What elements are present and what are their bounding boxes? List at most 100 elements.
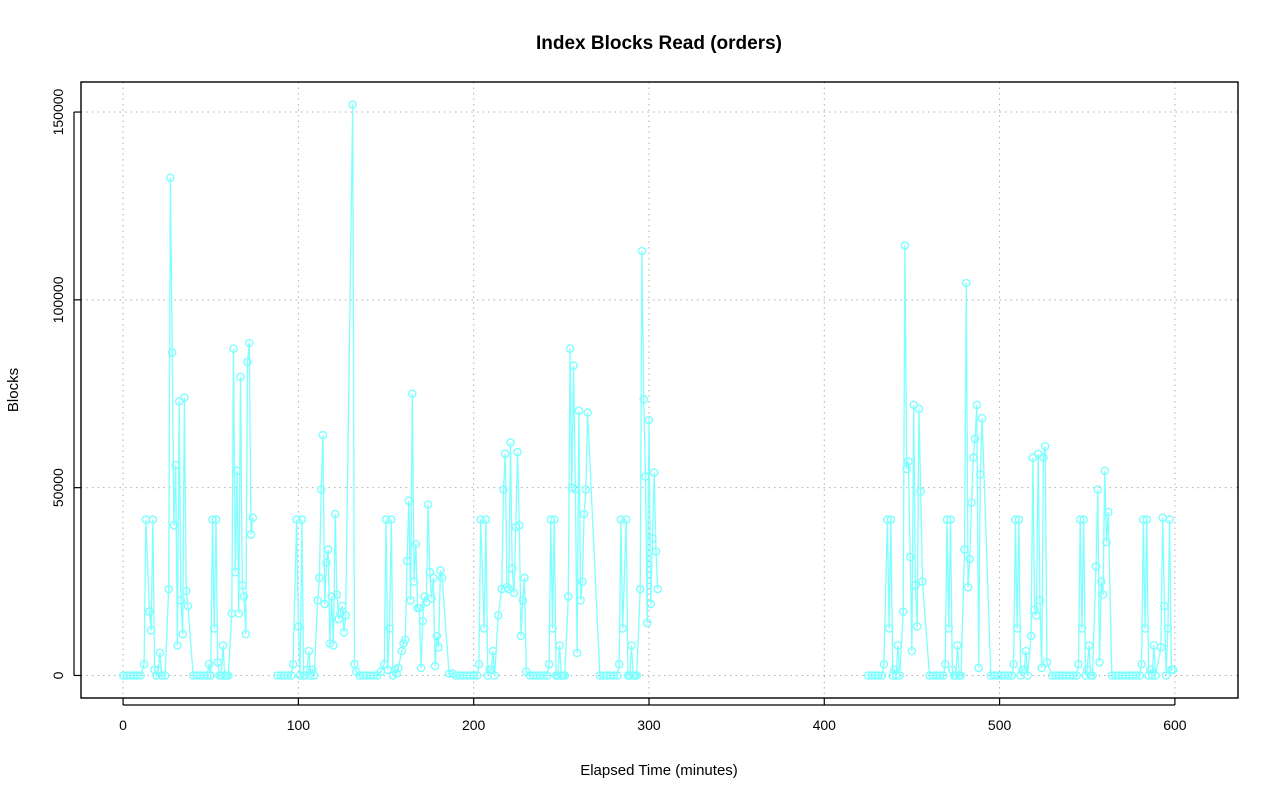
data-point xyxy=(318,430,328,440)
data-point xyxy=(1032,611,1041,620)
data-point xyxy=(167,348,177,357)
data-point xyxy=(905,552,915,562)
data-point xyxy=(474,659,484,669)
series-line xyxy=(123,177,254,678)
data-point xyxy=(1160,601,1169,611)
data-point xyxy=(1102,537,1111,547)
data-point xyxy=(1135,671,1145,680)
data-point xyxy=(506,438,515,447)
data-point xyxy=(967,498,976,508)
y-tick-label: 150000 xyxy=(50,88,66,135)
data-point xyxy=(322,558,331,568)
data-point xyxy=(402,556,412,566)
data-point xyxy=(515,520,524,530)
data-point xyxy=(469,671,479,680)
data-point xyxy=(490,671,500,680)
data-point xyxy=(1095,658,1104,667)
y-axis-label: Blocks xyxy=(5,368,22,412)
grid xyxy=(81,82,1238,698)
data-point xyxy=(1140,624,1150,633)
data-point xyxy=(330,509,340,519)
data-point xyxy=(169,520,179,530)
data-point xyxy=(977,413,987,423)
data-point xyxy=(1077,624,1087,633)
data-point xyxy=(962,278,971,288)
data-point xyxy=(904,457,913,466)
data-point xyxy=(301,671,310,680)
data-point xyxy=(1151,671,1160,680)
data-point xyxy=(392,669,401,678)
series-layer xyxy=(118,100,1178,680)
data-point xyxy=(146,626,156,635)
data-point xyxy=(423,500,433,509)
data-point xyxy=(1088,671,1097,680)
data-point xyxy=(294,622,303,631)
data-point xyxy=(173,641,182,650)
data-point xyxy=(900,241,910,250)
data-point xyxy=(886,515,896,524)
data-point xyxy=(223,671,233,680)
data-point xyxy=(204,659,214,669)
series-line xyxy=(868,245,1174,677)
data-point xyxy=(951,671,961,680)
y-tick-label: 50000 xyxy=(50,468,66,507)
data-point xyxy=(976,470,985,479)
data-point xyxy=(518,596,528,605)
data-point xyxy=(907,646,917,656)
data-point xyxy=(965,554,975,564)
data-point xyxy=(632,671,642,680)
data-point xyxy=(648,534,657,543)
data-point xyxy=(1040,441,1050,451)
data-point xyxy=(434,643,443,652)
data-point xyxy=(507,564,517,573)
data-point xyxy=(621,515,631,524)
data-point xyxy=(230,567,240,577)
data-point xyxy=(581,485,591,494)
data-point xyxy=(579,509,589,519)
data-point xyxy=(578,577,587,586)
data-point xyxy=(516,631,526,641)
data-point xyxy=(1021,646,1031,656)
data-point xyxy=(649,468,659,477)
data-point xyxy=(229,344,238,354)
data-point xyxy=(499,485,508,494)
data-point xyxy=(972,400,982,410)
data-point xyxy=(1004,671,1013,680)
data-point xyxy=(571,485,580,494)
data-point xyxy=(139,659,149,669)
data-point xyxy=(576,596,585,605)
series-line xyxy=(277,104,659,677)
data-point xyxy=(493,611,503,620)
data-point xyxy=(166,173,175,183)
data-point xyxy=(946,515,955,524)
data-point xyxy=(327,592,337,601)
data-point xyxy=(248,513,258,523)
data-point xyxy=(243,357,252,367)
data-point xyxy=(635,584,645,594)
data-point xyxy=(1068,671,1078,680)
data-point xyxy=(1014,515,1024,524)
data-point xyxy=(544,659,554,669)
data-point xyxy=(239,592,249,601)
data-point xyxy=(1100,466,1110,476)
data-point xyxy=(329,641,338,650)
data-point xyxy=(890,665,899,675)
data-point xyxy=(416,663,426,673)
data-point xyxy=(956,671,966,680)
data-point xyxy=(209,624,219,633)
data-point xyxy=(1161,671,1171,680)
data-point xyxy=(509,588,519,598)
data-point xyxy=(400,635,410,645)
data-point xyxy=(348,100,358,109)
x-tick-label: 200 xyxy=(462,717,486,733)
data-point xyxy=(155,648,165,658)
data-point xyxy=(942,515,952,524)
data-point xyxy=(320,599,330,609)
data-point xyxy=(427,594,436,603)
data-point xyxy=(316,485,326,494)
data-point xyxy=(565,344,575,354)
data-point xyxy=(171,460,180,470)
data-point xyxy=(891,671,901,680)
data-point xyxy=(627,641,636,650)
